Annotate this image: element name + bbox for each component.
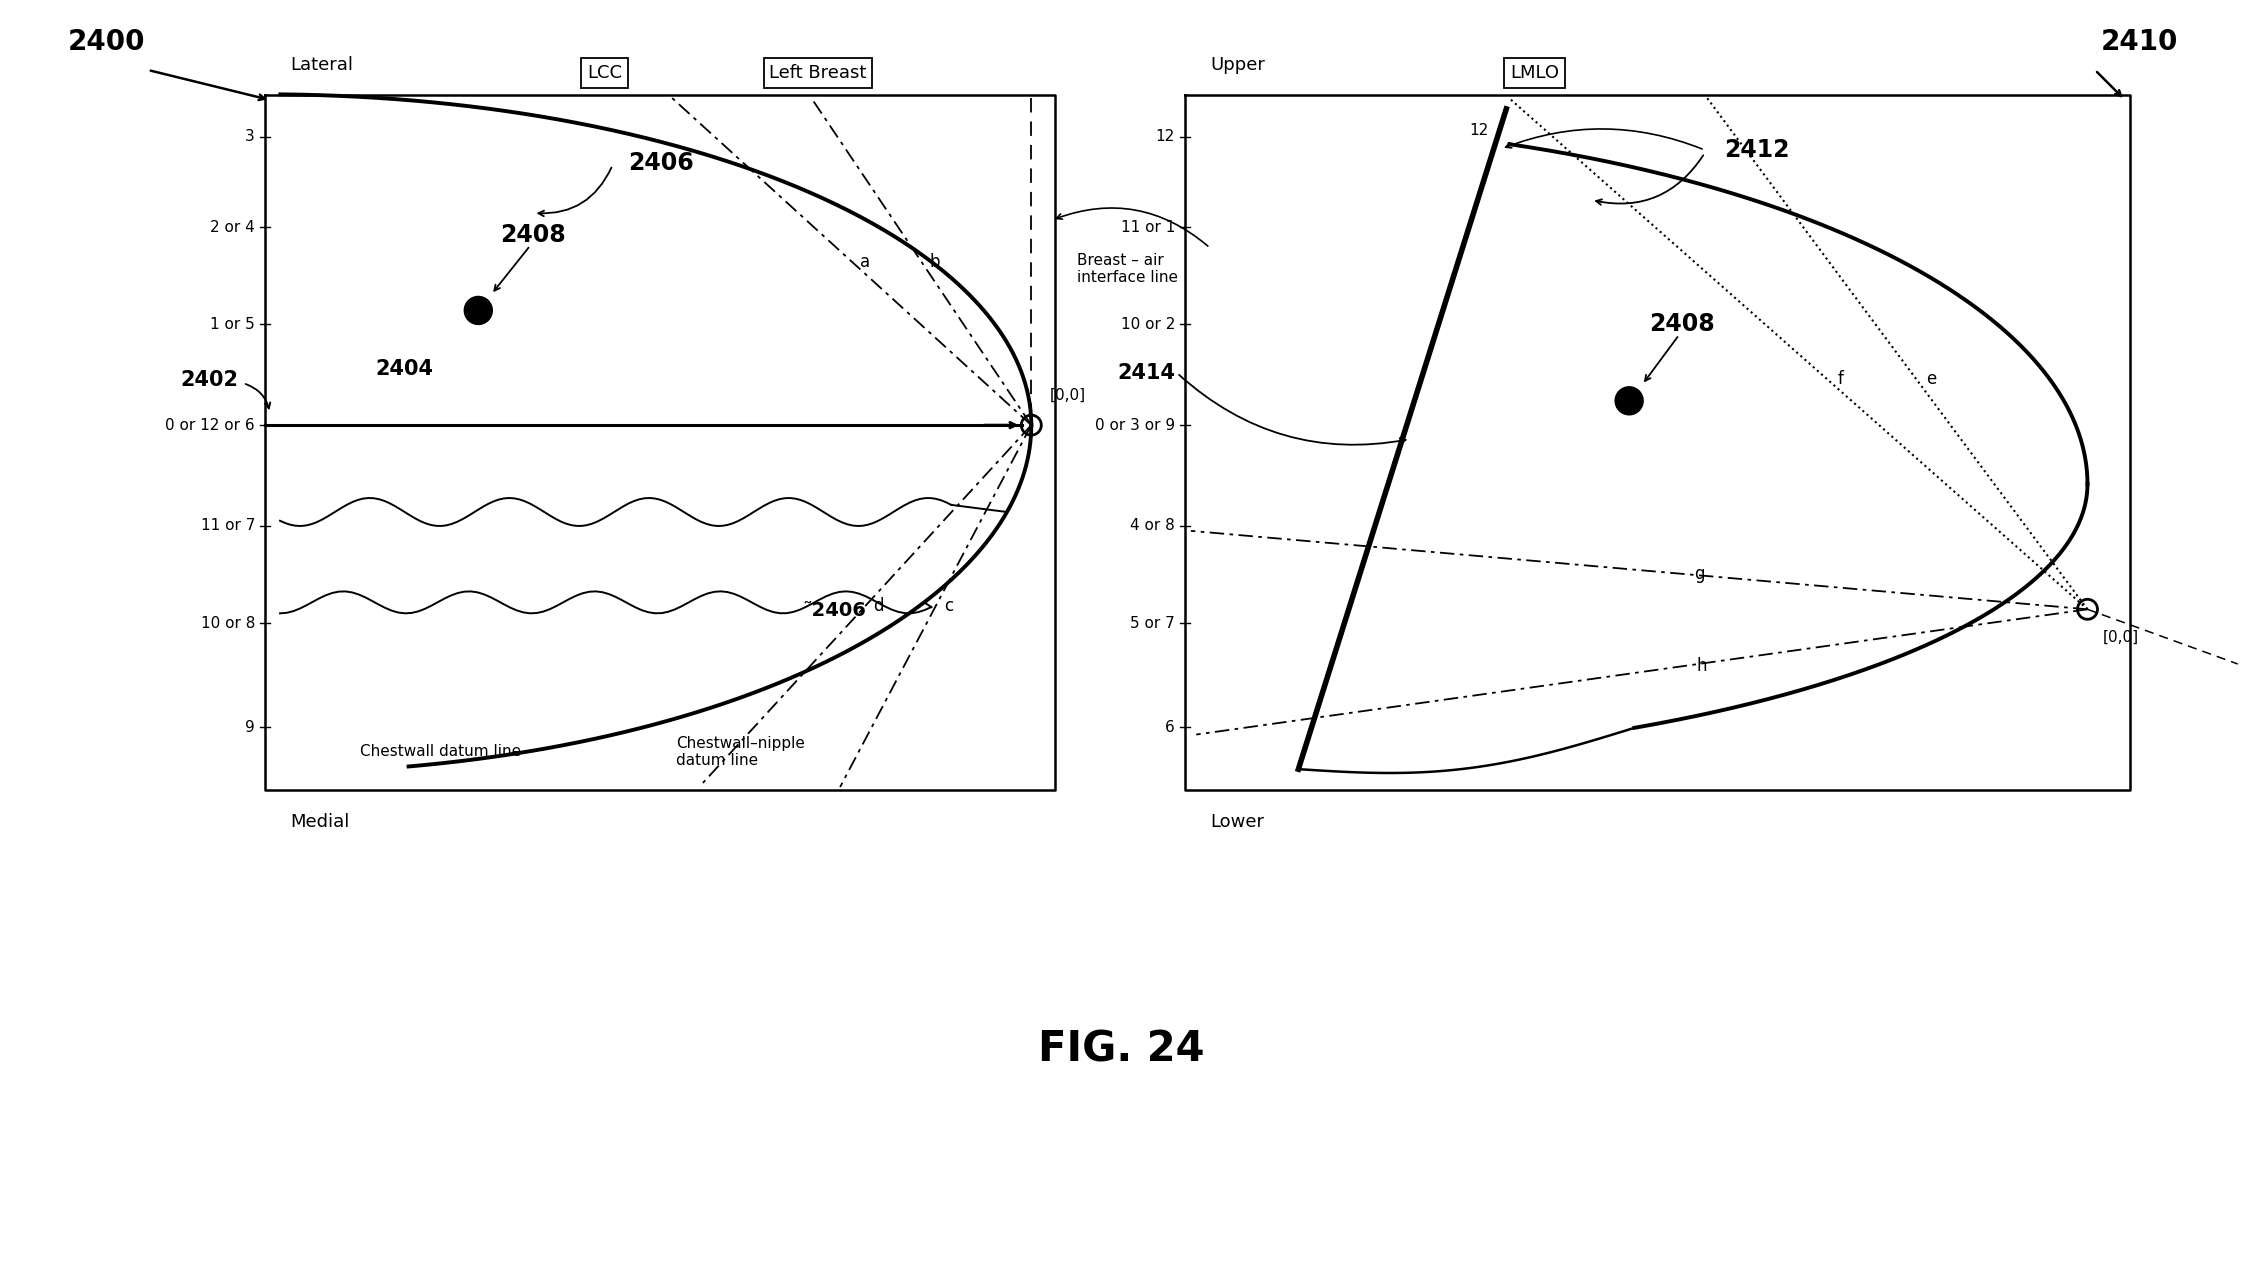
Text: 2406: 2406: [628, 151, 693, 175]
Text: Lateral: Lateral: [289, 56, 352, 74]
Circle shape: [464, 296, 491, 324]
Text: 1 or 5: 1 or 5: [211, 316, 256, 332]
Text: 11 or 1: 11 or 1: [1122, 220, 1175, 235]
Text: LCC: LCC: [588, 64, 621, 83]
Text: e: e: [1927, 370, 1936, 388]
Text: FIG. 24: FIG. 24: [1039, 1030, 1204, 1071]
Text: 2408: 2408: [1649, 311, 1716, 336]
Text: Upper: Upper: [1209, 56, 1265, 74]
Text: 0 or 3 or 9: 0 or 3 or 9: [1095, 418, 1175, 432]
Text: 3: 3: [244, 130, 256, 144]
Text: 5 or 7: 5 or 7: [1130, 615, 1175, 630]
Text: 0 or 12 or 6: 0 or 12 or 6: [166, 418, 256, 432]
Text: Medial: Medial: [289, 813, 350, 831]
Text: 12: 12: [1469, 123, 1489, 139]
Text: Left Breast: Left Breast: [769, 64, 866, 83]
Text: d: d: [873, 597, 884, 615]
Text: 2412: 2412: [1723, 139, 1790, 161]
Text: LMLO: LMLO: [1510, 64, 1559, 83]
Text: a: a: [859, 253, 870, 271]
Text: 2414: 2414: [1117, 364, 1175, 383]
Text: [0,0]: [0,0]: [1050, 388, 1086, 403]
Text: 2404: 2404: [375, 360, 433, 379]
Text: 2402: 2402: [179, 370, 238, 390]
Text: 9: 9: [244, 719, 256, 735]
Text: 6: 6: [1166, 719, 1175, 735]
Text: f: f: [1837, 370, 1844, 388]
Text: c: c: [944, 597, 953, 615]
Text: 2 or 4: 2 or 4: [211, 220, 256, 235]
Circle shape: [1615, 386, 1644, 414]
Text: 2410: 2410: [2102, 28, 2178, 56]
Text: b: b: [929, 253, 940, 271]
Text: h: h: [1696, 657, 1707, 675]
Text: ˜2406: ˜2406: [803, 601, 866, 620]
Text: Breast – air
interface line: Breast – air interface line: [1077, 253, 1178, 285]
Text: 4 or 8: 4 or 8: [1130, 519, 1175, 534]
Text: 10 or 8: 10 or 8: [200, 615, 256, 630]
Text: Chestwall–nipple
datum line: Chestwall–nipple datum line: [675, 736, 805, 768]
Text: Chestwall datum line: Chestwall datum line: [359, 745, 520, 760]
Text: 10 or 2: 10 or 2: [1122, 316, 1175, 332]
Text: g: g: [1693, 566, 1705, 583]
Text: Lower: Lower: [1209, 813, 1265, 831]
Text: 12: 12: [1155, 130, 1175, 144]
Text: 2400: 2400: [67, 28, 146, 56]
Text: [0,0]: [0,0]: [2102, 630, 2138, 644]
Text: 11 or 7: 11 or 7: [200, 519, 256, 534]
Text: 2408: 2408: [500, 224, 565, 248]
